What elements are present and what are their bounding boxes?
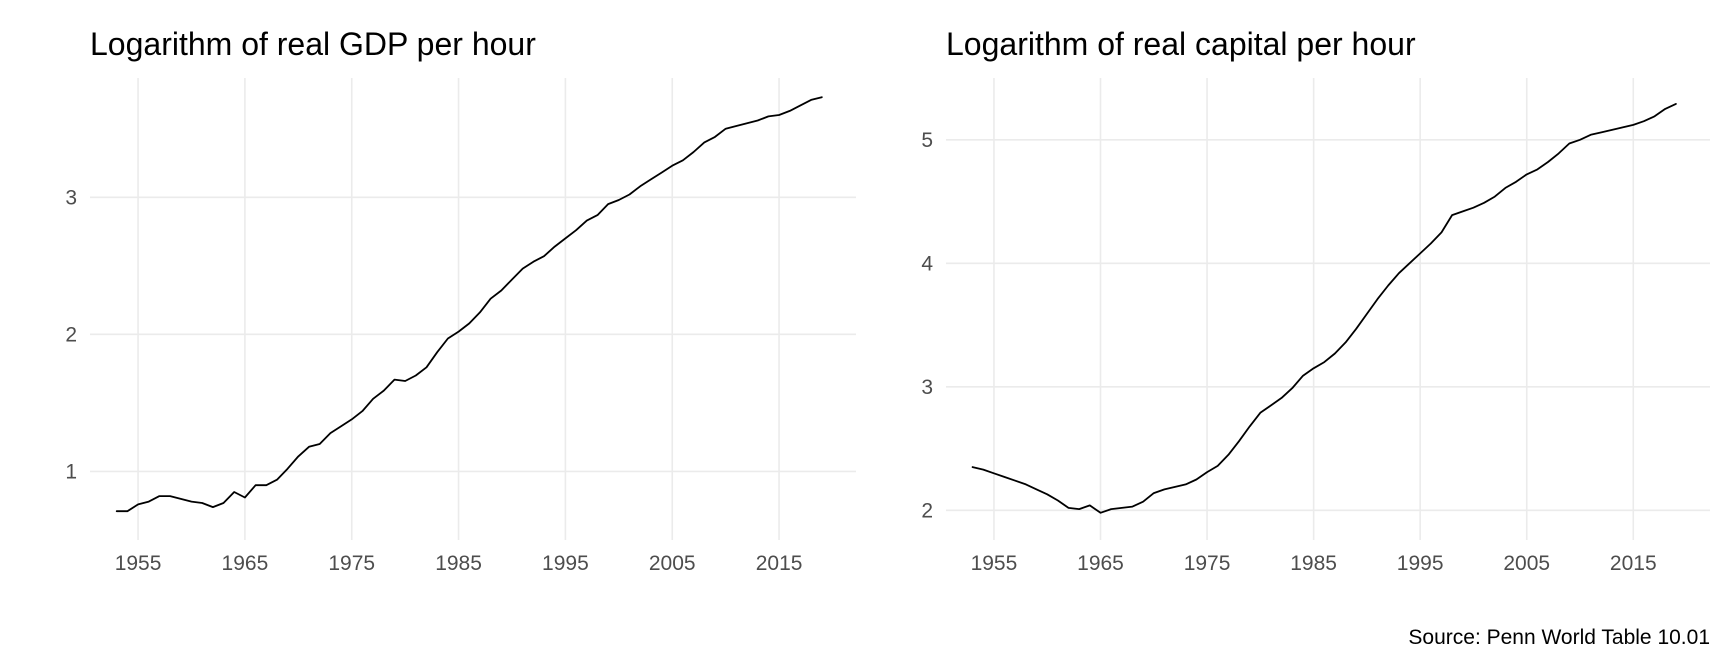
x-tick-label: 1975 xyxy=(328,552,375,575)
x-tick-label: 1985 xyxy=(435,552,482,575)
x-tick-label: 1955 xyxy=(115,552,162,575)
x-tick-label: 1955 xyxy=(971,552,1018,575)
series-layer xyxy=(971,103,1677,514)
chart-panel-capital-per-hour: Logarithm of real capital per hour 1955 1… xyxy=(921,26,1710,575)
x-tick-label: 1985 xyxy=(1290,552,1337,575)
y-tick-label: 2 xyxy=(921,499,933,522)
grid xyxy=(946,78,1710,540)
series-layer xyxy=(115,96,823,513)
y-tick-label: 2 xyxy=(65,323,77,346)
chart-title: Logarithm of real capital per hour xyxy=(946,26,1416,62)
y-axis-ticks: 2 3 4 5 xyxy=(921,129,933,523)
chart-panel-gdp-per-hour: Logarithm of real GDP per hour 1955 1965 1… xyxy=(65,26,856,575)
y-tick-label: 3 xyxy=(921,376,933,399)
x-tick-label: 2015 xyxy=(1610,552,1657,575)
x-tick-label: 1965 xyxy=(1077,552,1124,575)
grid xyxy=(90,78,856,540)
y-axis-ticks: 1 2 3 xyxy=(65,186,77,483)
source-caption: Source: Penn World Table 10.01 xyxy=(1408,626,1710,649)
x-tick-label: 2005 xyxy=(649,552,696,575)
y-tick-label: 3 xyxy=(65,186,77,209)
x-tick-label: 2005 xyxy=(1503,552,1550,575)
x-axis-ticks: 1955 1965 1975 1985 1995 2005 2015 xyxy=(115,552,803,575)
x-tick-label: 1995 xyxy=(542,552,589,575)
x-axis-ticks: 1955 1965 1975 1985 1995 2005 2015 xyxy=(971,552,1657,575)
y-tick-label: 5 xyxy=(921,129,933,152)
x-tick-label: 1975 xyxy=(1184,552,1231,575)
chart-title: Logarithm of real GDP per hour xyxy=(90,26,536,62)
series-line xyxy=(971,103,1677,514)
series-line xyxy=(115,96,823,513)
y-tick-label: 1 xyxy=(65,460,77,483)
x-tick-label: 2015 xyxy=(756,552,803,575)
x-tick-label: 1995 xyxy=(1397,552,1444,575)
y-tick-label: 4 xyxy=(921,252,933,275)
x-tick-label: 1965 xyxy=(222,552,269,575)
